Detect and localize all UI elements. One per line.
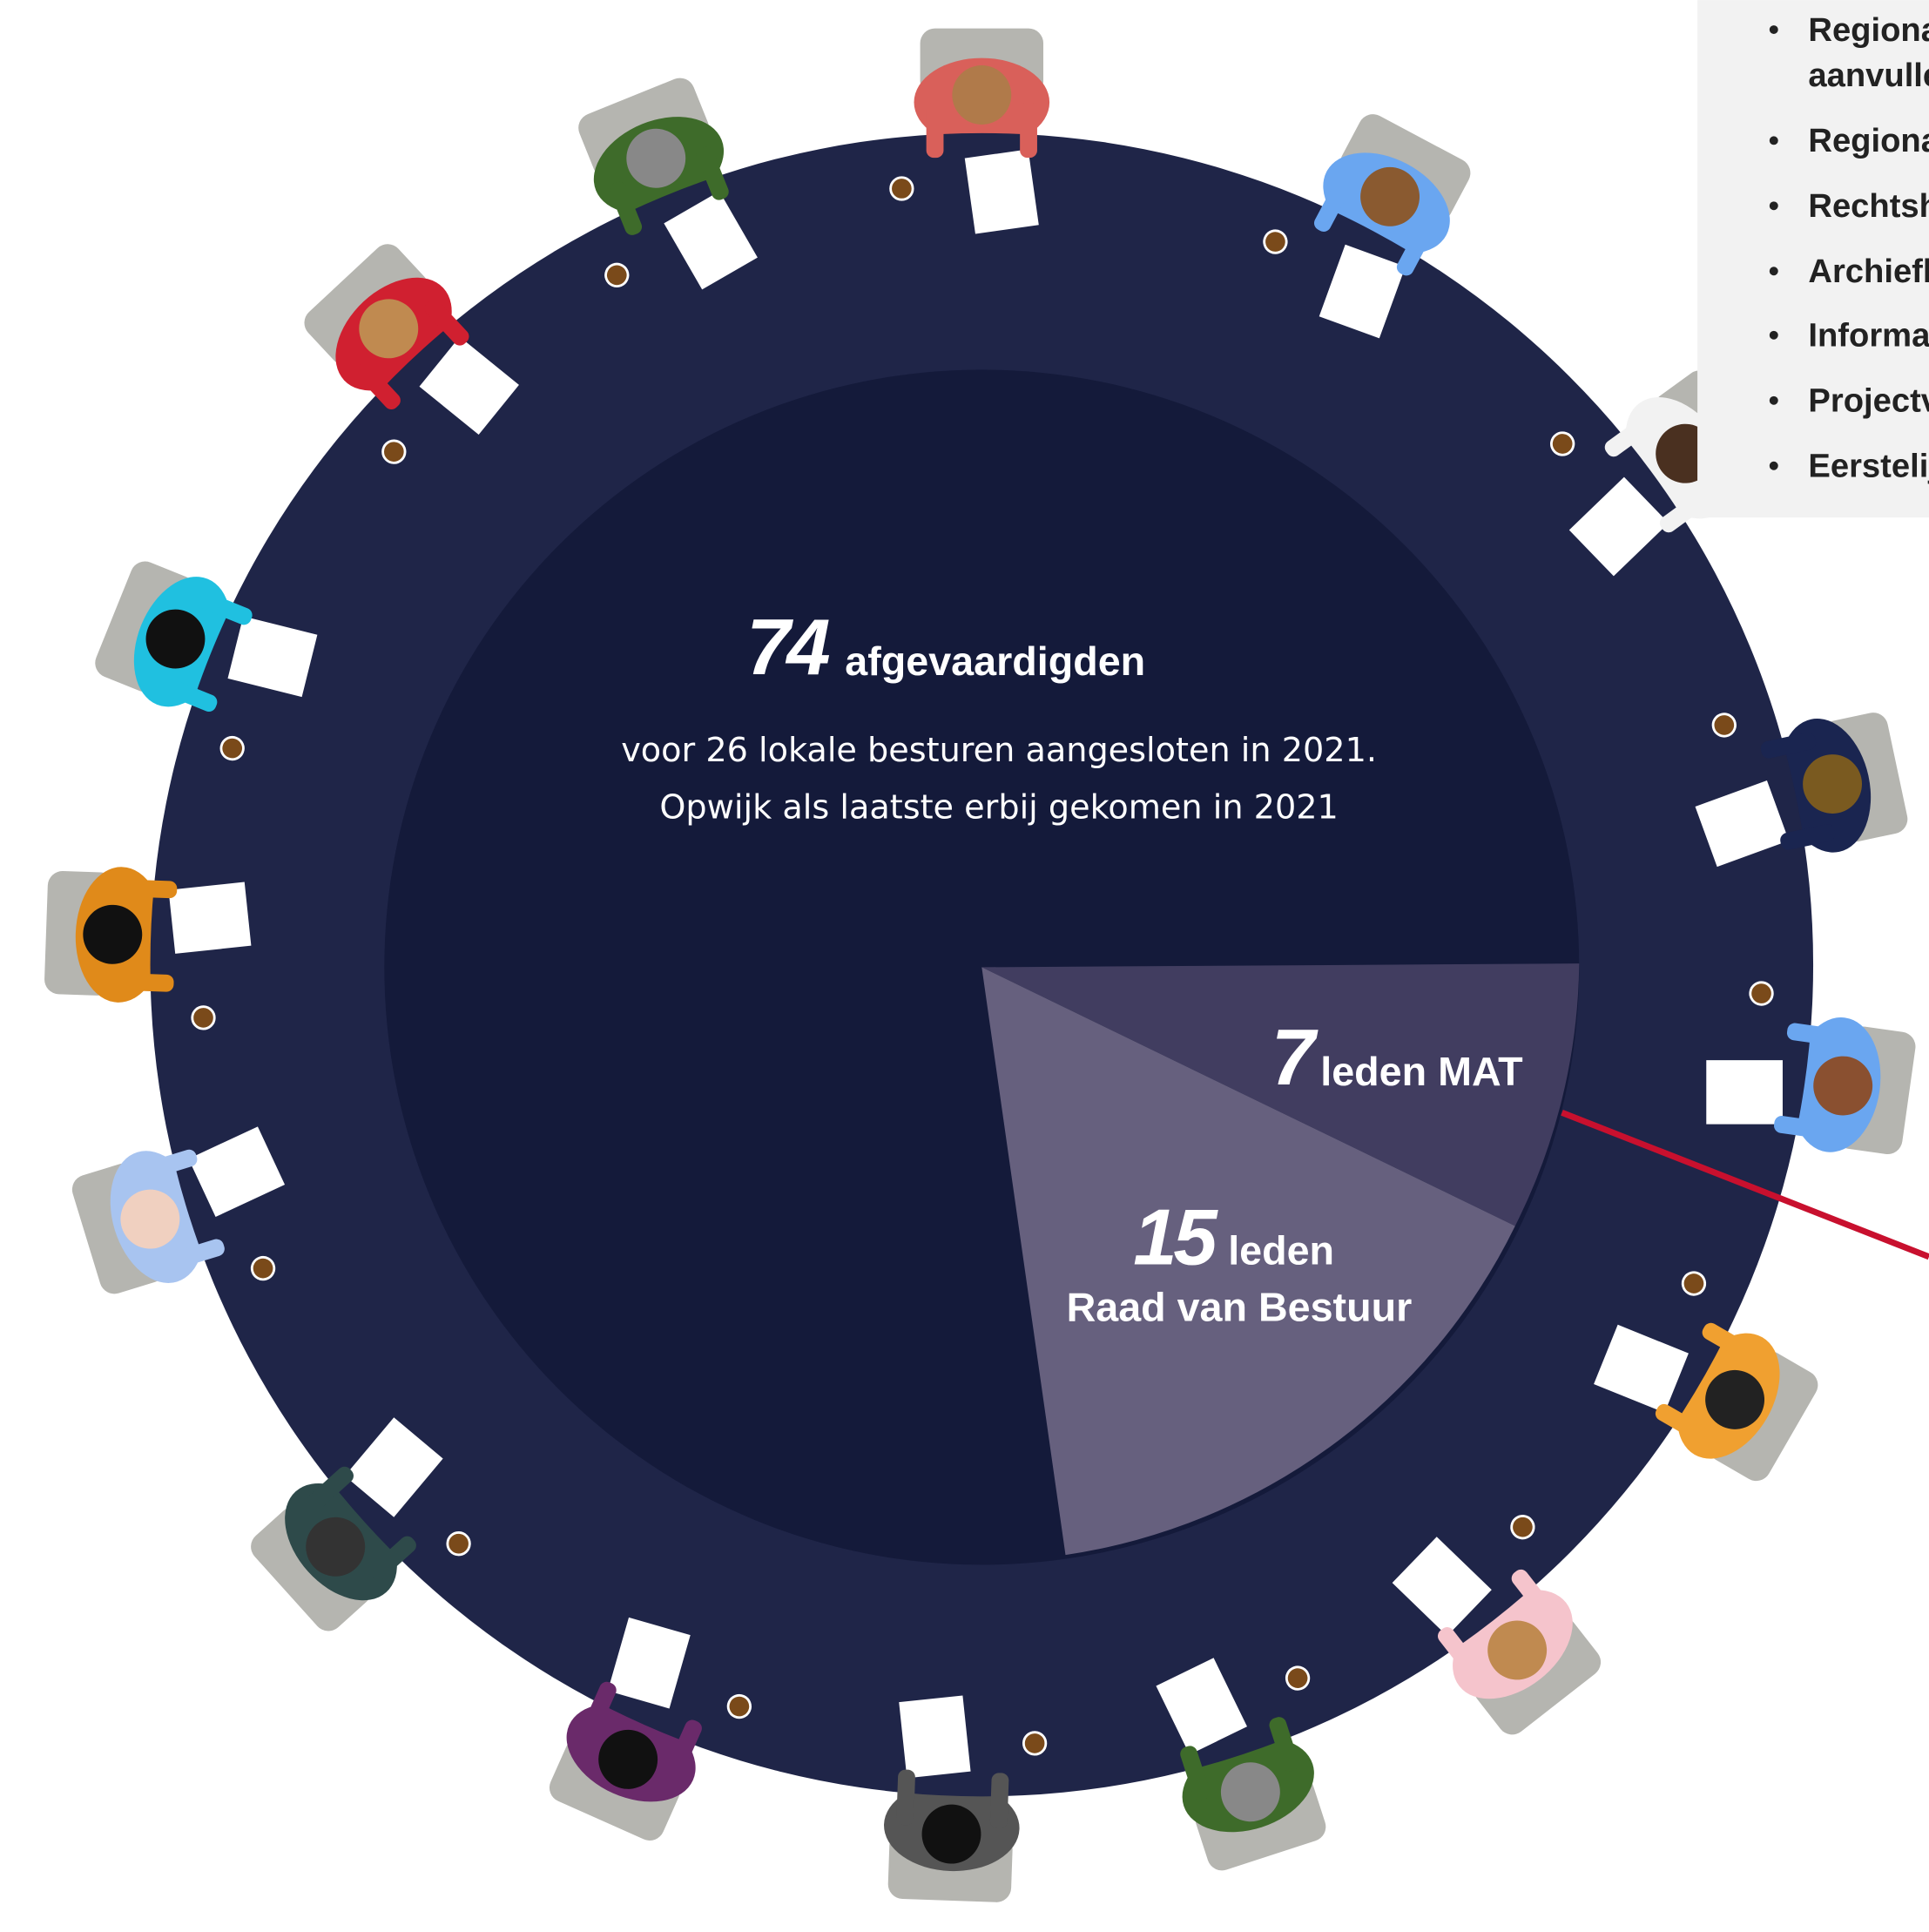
mat-number: 7 — [1271, 1014, 1319, 1102]
infographic: 74 afgevaardigden voor 26 lokale besture… — [0, 0, 1929, 1932]
center-label: afgevaardigden — [845, 638, 1145, 684]
bullet — [1770, 331, 1778, 340]
bullet — [1770, 201, 1778, 210]
arm — [121, 879, 177, 898]
list-item: Eerstelij — [1808, 447, 1929, 484]
raad-label: Raad van Bestuur — [1067, 1284, 1413, 1329]
mat-label: leden MAT — [1320, 1049, 1522, 1094]
list-item: Regiona — [1808, 11, 1929, 49]
bullet — [1770, 462, 1778, 470]
arm — [1020, 102, 1037, 158]
list-item: Rechtsh — [1808, 187, 1929, 225]
bullet — [1770, 396, 1778, 405]
page: Infographic {"center": {"number": 74, "l… — [0, 0, 1929, 1932]
paper — [1706, 1060, 1783, 1125]
center-line: Opwijk als laatste erbij gekomen in 2021 — [659, 788, 1338, 827]
paper — [965, 149, 1039, 233]
arm — [927, 102, 944, 158]
bullet — [1770, 267, 1778, 275]
cup — [192, 1006, 214, 1029]
list-item: Regiona — [1808, 122, 1929, 159]
bullet — [1770, 25, 1778, 34]
raad-label: leden — [1228, 1227, 1334, 1273]
center-number: 74 — [746, 604, 829, 692]
body: 74 afgevaardigden voor 26 lokale besture… — [0, 0, 1929, 1932]
raad-number: 15 — [1133, 1193, 1218, 1281]
bullet — [1770, 136, 1778, 145]
list-item: Informa — [1808, 317, 1929, 355]
arm — [896, 1769, 915, 1825]
list-item: Archiefl — [1808, 253, 1929, 290]
paper — [169, 882, 252, 954]
center-line: voor 26 lokale besturen aangesloten in 2… — [621, 732, 1377, 770]
arm — [990, 1773, 1009, 1828]
arm — [118, 973, 174, 992]
list-item: Projectv — [1808, 382, 1929, 420]
head — [952, 65, 1011, 125]
cup — [891, 178, 913, 199]
paper — [899, 1695, 970, 1778]
cup — [1023, 1732, 1046, 1754]
list-item: aanvulle — [1808, 57, 1929, 94]
